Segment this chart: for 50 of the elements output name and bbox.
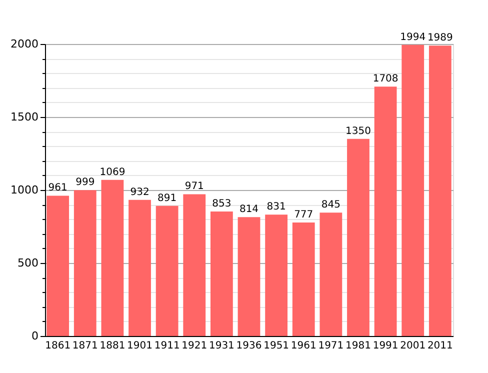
y-tick-label: 1000 (10, 184, 38, 196)
x-tick-label: 1951 (264, 340, 290, 352)
bar (210, 211, 233, 336)
x-tick-label: 2011 (427, 340, 453, 352)
y-tick-label: 0 (32, 330, 38, 342)
x-tick-label: 1931 (208, 340, 234, 352)
data-label: 932 (130, 186, 150, 198)
x-tick-label: 1861 (45, 340, 71, 352)
bar (347, 138, 370, 336)
x-tick-label: 1881 (100, 340, 126, 352)
bar (238, 217, 260, 336)
x-tick-label: 1961 (290, 340, 316, 352)
x-tick-label: 1871 (72, 340, 98, 352)
x-tick-label: 1971 (318, 340, 344, 352)
data-label: 999 (76, 177, 95, 188)
x-tick-label: 1901 (127, 340, 152, 352)
y-tick-label: 500 (18, 256, 38, 270)
data-label: 1350 (346, 126, 371, 137)
bar (183, 194, 206, 336)
x-tick-label: 1911 (154, 340, 180, 352)
data-label: 971 (184, 181, 204, 192)
bar (428, 46, 452, 336)
data-label: 1708 (372, 74, 398, 85)
bar (128, 200, 151, 336)
data-label: 961 (48, 182, 68, 194)
data-label: 845 (321, 200, 340, 211)
x-tick-label: 1991 (372, 340, 398, 352)
data-label: 777 (294, 210, 314, 221)
x-tick-label: 2001 (400, 340, 426, 352)
bar (265, 214, 288, 336)
data-label: 853 (212, 198, 232, 210)
bar (156, 206, 178, 336)
bar (374, 86, 397, 336)
y-tick-label: 1500 (10, 110, 38, 124)
bar (402, 44, 424, 336)
bar (101, 180, 124, 336)
bar (74, 190, 96, 336)
y-tick-label: 2000 (10, 38, 38, 50)
x-tick-label: 1936 (236, 340, 262, 352)
data-label: 831 (266, 202, 286, 213)
x-tick-label: 1921 (182, 340, 208, 352)
bar (46, 196, 70, 336)
data-label: 1994 (400, 32, 426, 43)
data-label: 814 (239, 204, 259, 216)
data-label: 1069 (100, 166, 126, 178)
bar (292, 222, 315, 336)
x-tick-label: 1981 (346, 340, 371, 352)
data-label: 1989 (427, 32, 453, 44)
data-label: 891 (158, 192, 177, 204)
bar (320, 212, 342, 336)
